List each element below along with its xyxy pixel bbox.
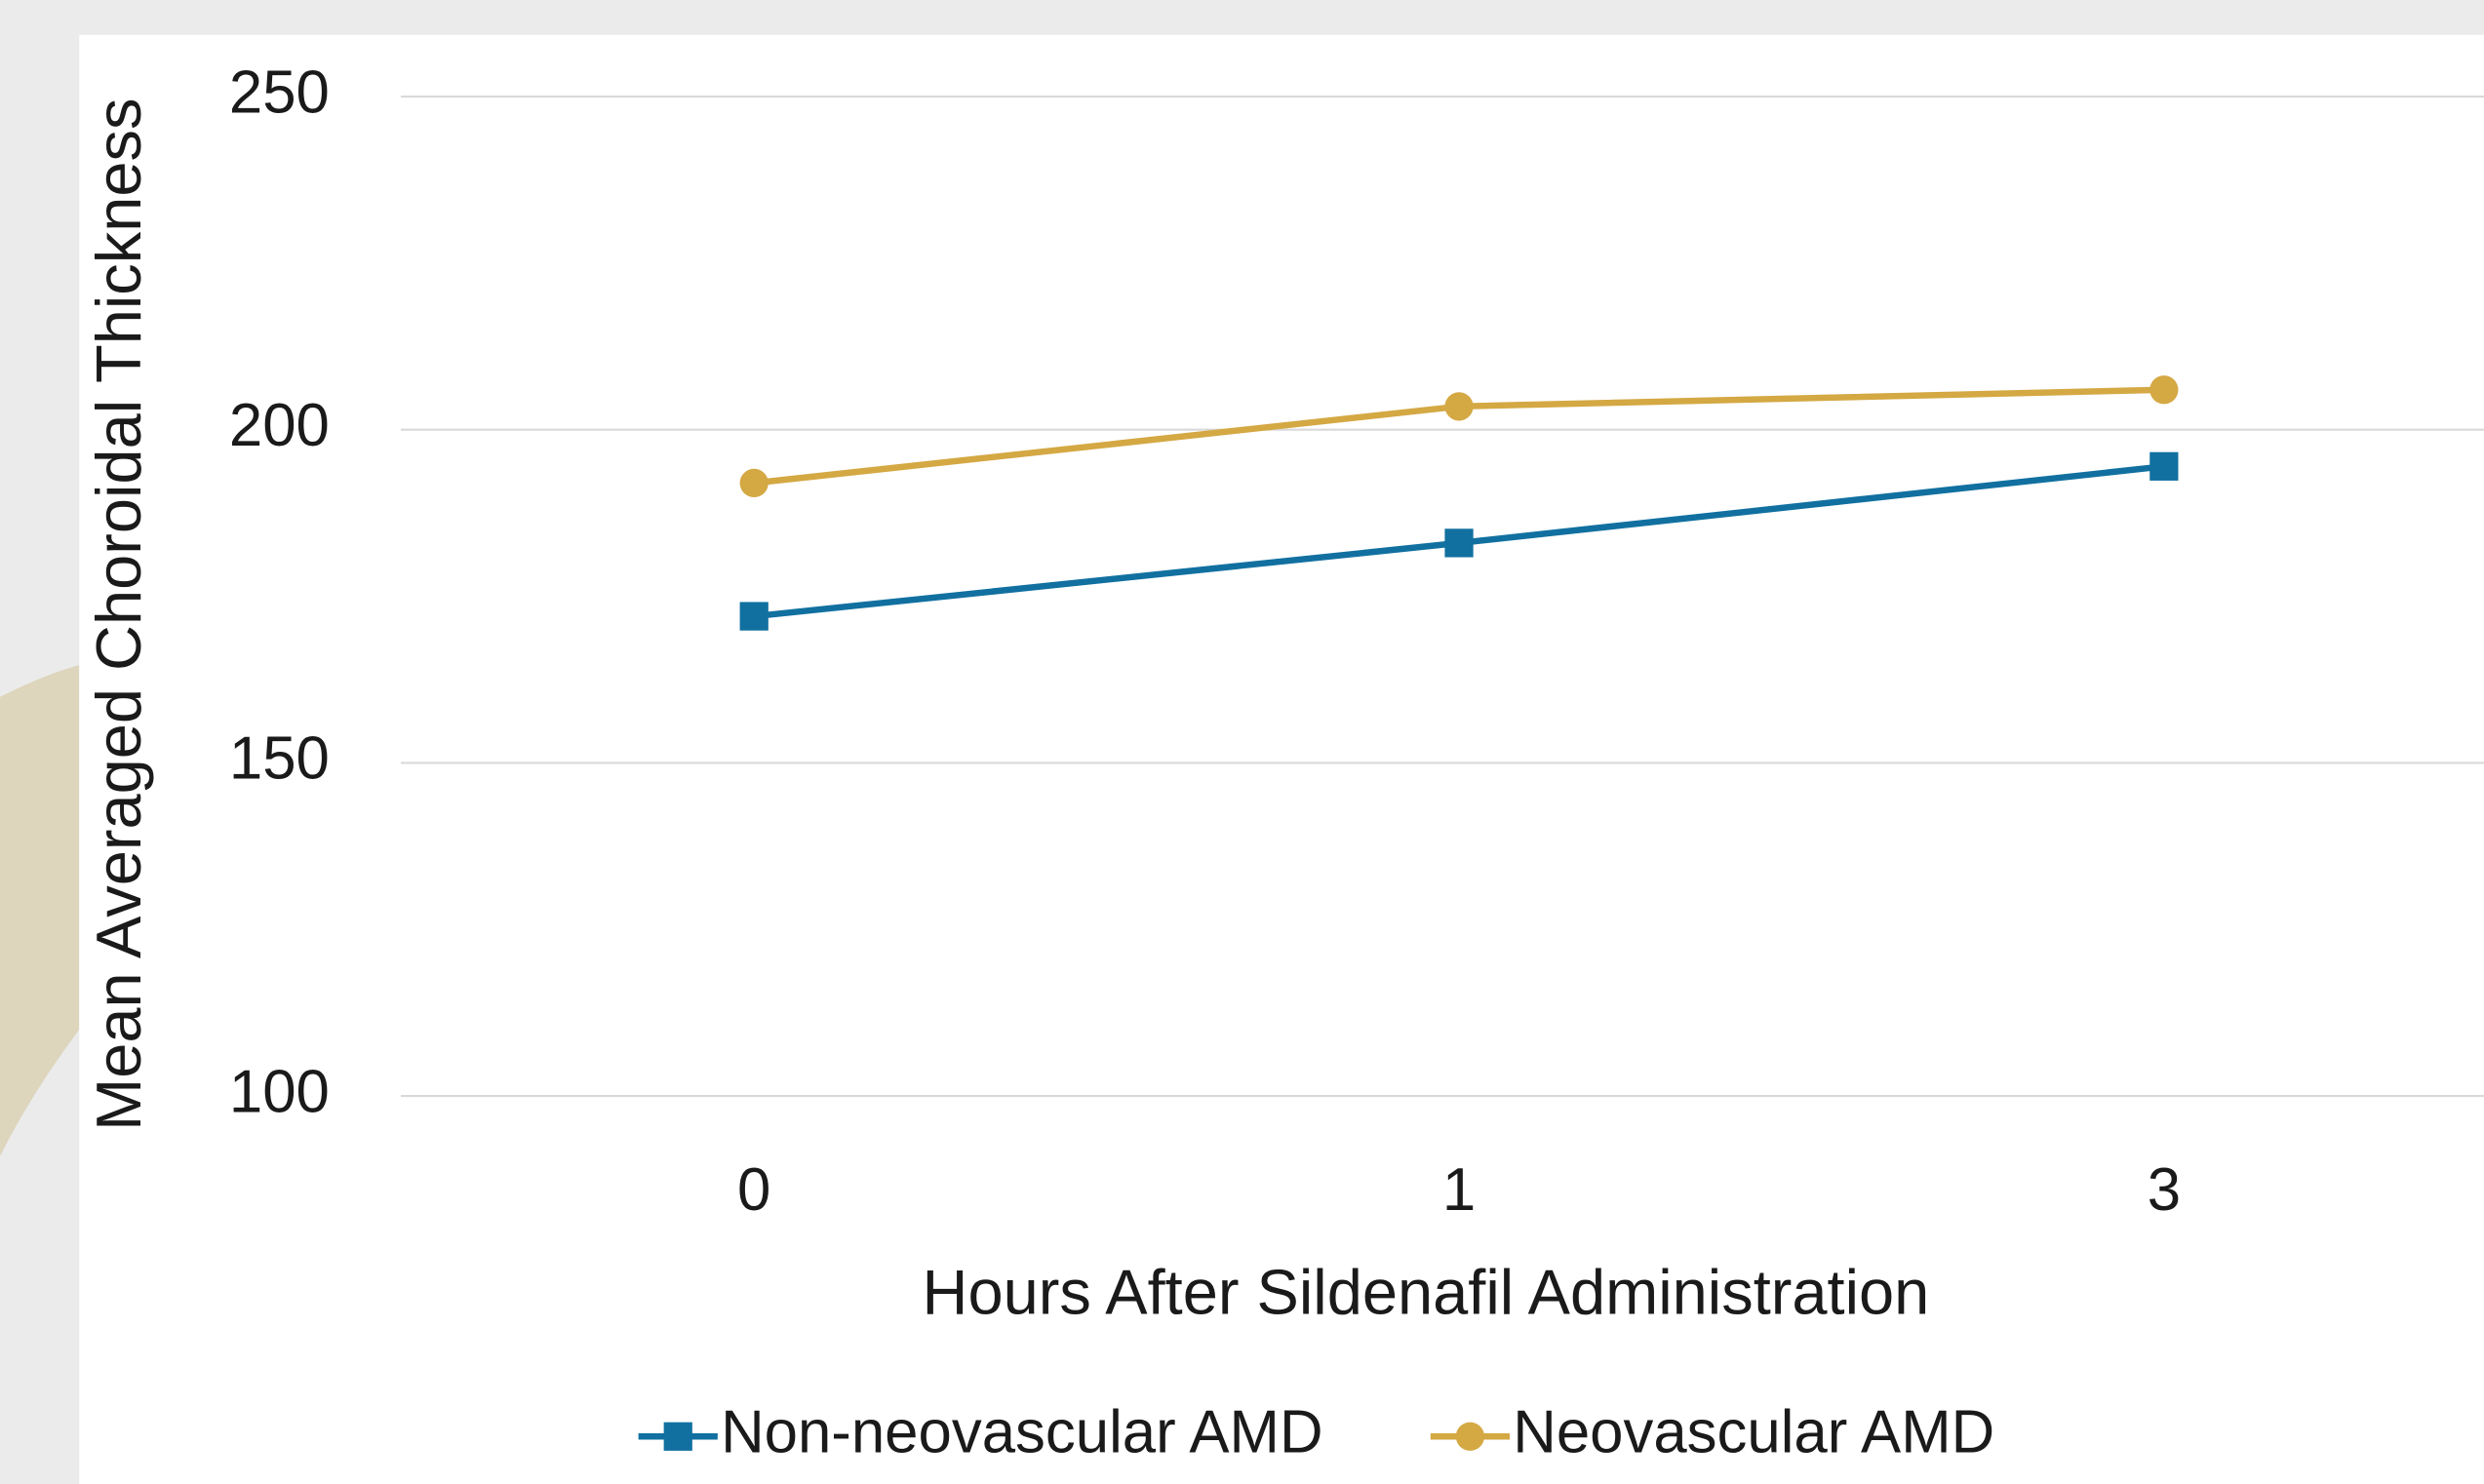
y-tick-label: 150 <box>229 725 330 793</box>
data-point <box>2149 452 2178 481</box>
chart: Mean Averaged Choroidal Thickness Hours … <box>0 0 2484 1484</box>
data-point <box>740 469 769 497</box>
legend: Non-neovascular AMD Neovascular AMD <box>639 1399 1995 1466</box>
data-point <box>2149 375 2178 404</box>
y-tick-label: 250 <box>229 59 330 126</box>
data-point <box>1444 528 1473 557</box>
x-axis-label: Hours After Sildenafil Administration <box>923 1256 1930 1327</box>
x-tick-label: 3 <box>2148 1156 2181 1224</box>
data-point <box>1444 392 1473 420</box>
y-tick-label: 100 <box>229 1058 330 1125</box>
legend-label: Neovascular AMD <box>1513 1399 1994 1466</box>
legend-marker <box>1456 1423 1484 1451</box>
x-tick-label: 0 <box>737 1156 770 1224</box>
data-point <box>740 602 769 630</box>
legend-label: Non-neovascular AMD <box>721 1399 1322 1466</box>
y-tick-label: 200 <box>229 392 330 459</box>
x-tick-label: 1 <box>1442 1156 1476 1224</box>
page: Mean Averaged Choroidal Thickness Hours … <box>0 0 2484 1484</box>
legend-marker <box>664 1423 692 1451</box>
y-axis-label: Mean Averaged Choroidal Thickness <box>83 98 154 1131</box>
